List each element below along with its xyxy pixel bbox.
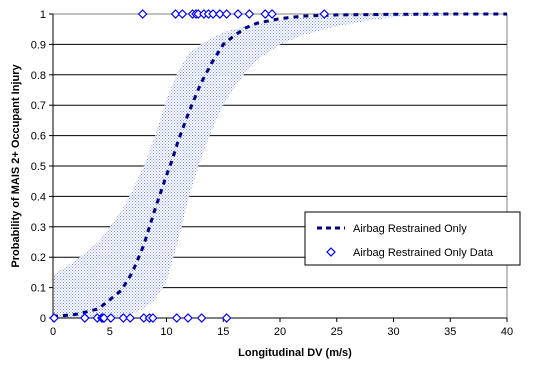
data-point-diamond: [260, 9, 271, 19]
data-point-diamond: [177, 9, 188, 19]
y-tick-label: 0.7: [31, 100, 46, 112]
data-point-diamond: [319, 9, 330, 19]
data-point-diamond: [221, 313, 232, 323]
data-point-diamond: [244, 9, 255, 19]
series-line-airbag-restrained-only: [52, 12, 507, 318]
data-point-diamond: [49, 313, 59, 323]
data-point-diamond: [106, 313, 116, 323]
data-point-diamond: [196, 313, 207, 323]
data-point-diamond: [214, 9, 225, 19]
x-tick-label: 20: [274, 326, 286, 338]
data-point-diamond: [125, 313, 136, 323]
x-tick-label: 30: [387, 326, 399, 338]
legend-box: [304, 211, 521, 266]
legend-diamond-swatch: [326, 247, 336, 257]
data-point-diamond: [137, 9, 148, 19]
y-tick-label: 0.9: [31, 39, 46, 51]
y-tick-label: 0.6: [31, 131, 46, 143]
data-point-diamond: [221, 9, 232, 19]
data-point-diamond: [171, 313, 182, 323]
y-tick-label: 1: [40, 9, 46, 21]
y-tick-label: 0.5: [31, 161, 46, 173]
data-point-diamond: [208, 9, 218, 19]
x-tick-label: 40: [501, 326, 513, 338]
plot-area: 00.10.20.30.40.50.60.70.80.910 5 10 15 20 25 3…: [31, 9, 513, 338]
confidence-band: [53, 14, 507, 318]
y-tick-label: 0.1: [31, 283, 46, 295]
data-point-diamond: [267, 9, 277, 19]
data-point-diamond: [118, 313, 129, 323]
data-point-diamond: [183, 313, 193, 323]
data-point-diamond: [233, 9, 243, 19]
x-axis-title: Longitudinal DV (m/s): [238, 347, 352, 359]
x-tick-label: 10: [160, 326, 172, 338]
data-point-diamond: [170, 9, 181, 19]
y-axis-title: Probability of MAIS 2+ Occupant Injury: [10, 64, 22, 268]
x-tick-label: 25: [331, 326, 343, 338]
data-point-diamond: [99, 313, 109, 323]
data-point-diamond: [79, 313, 90, 323]
y-tick-label: 0.3: [31, 222, 46, 234]
x-tick-label: 0: [50, 326, 56, 338]
x-tick-label: 15: [217, 326, 229, 338]
legend-label-data: Airbag Restrained Only Data: [353, 247, 494, 259]
data-point-diamond: [148, 313, 158, 323]
legend-label-line: Airbag Restrained Only: [353, 223, 467, 235]
legend: Airbag Restrained Only Airbag Restrained…: [304, 211, 521, 266]
y-tick-label: 0.8: [31, 70, 46, 82]
y-tick-label: 0.4: [31, 191, 46, 203]
x-tick-label: 5: [107, 326, 113, 338]
x-tick-label: 35: [444, 326, 456, 338]
y-tick-label: 0.2: [31, 252, 46, 264]
y-tick-label: 0: [40, 313, 46, 325]
